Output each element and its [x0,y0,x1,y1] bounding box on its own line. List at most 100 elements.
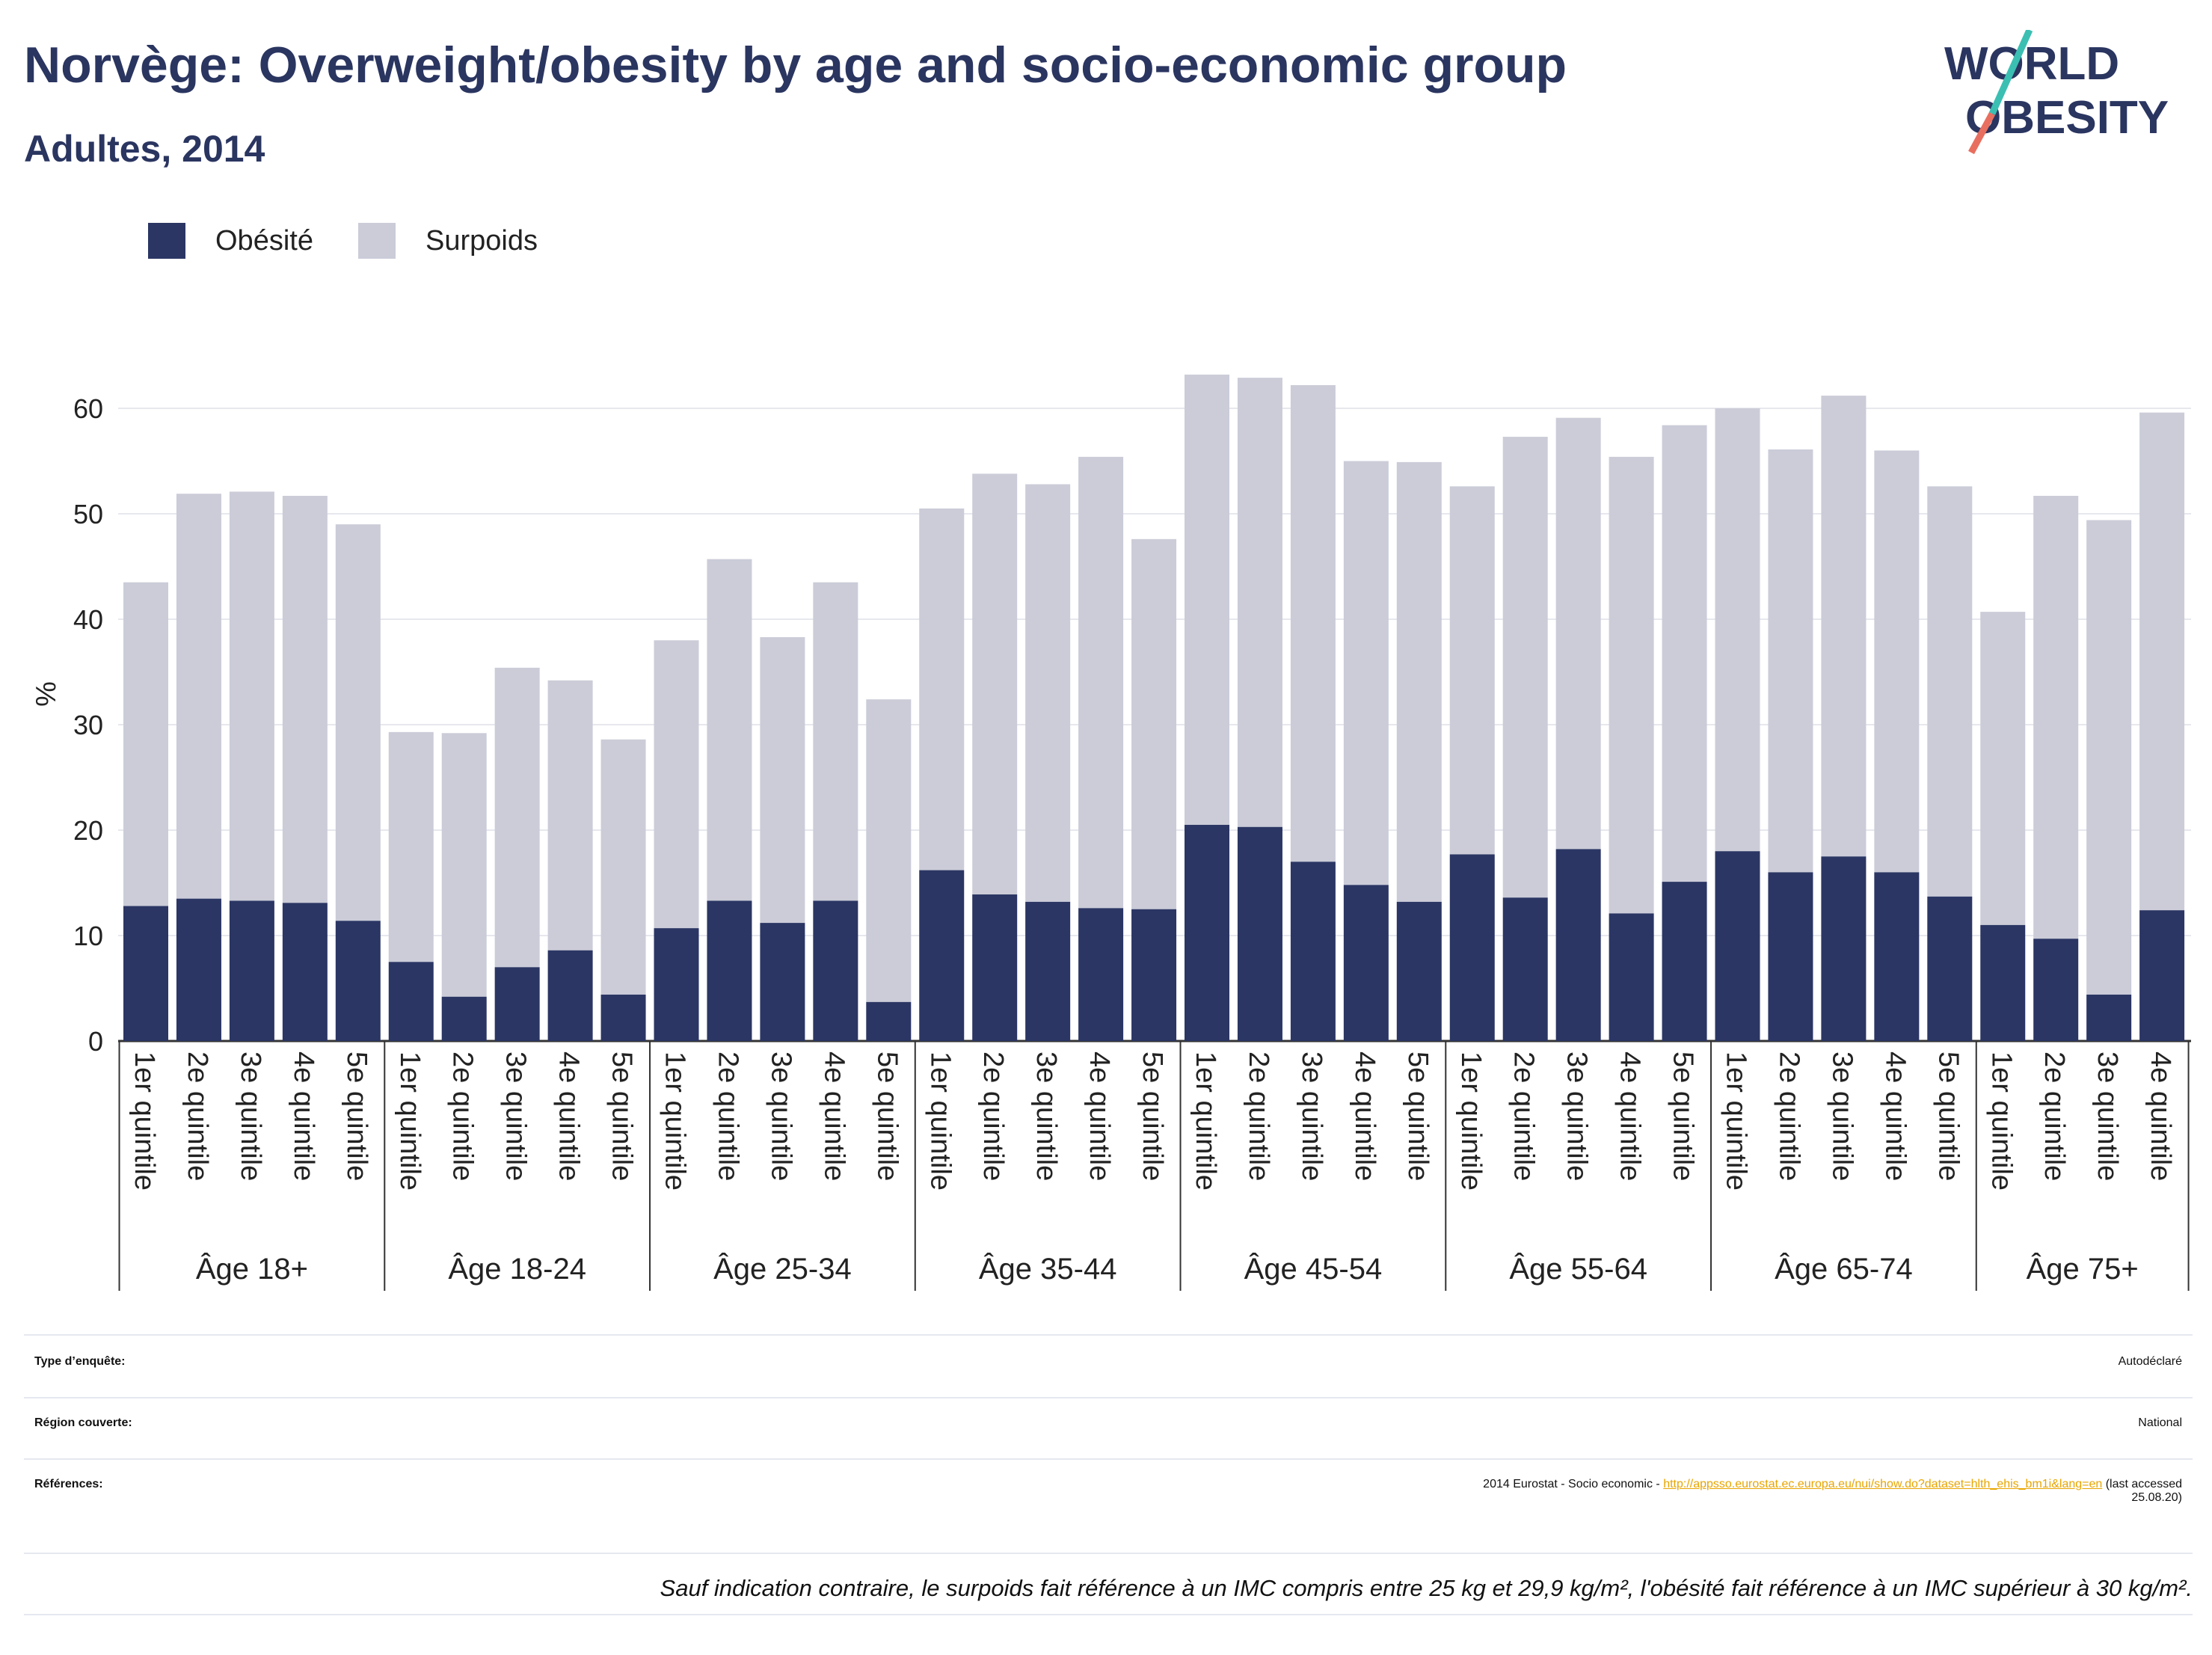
x-tick-label: 5e quintile [1932,1051,1964,1181]
bar-obesity [1131,909,1177,1041]
bar-obesity [654,928,699,1041]
legend-item-obesity: Obésité [148,223,313,259]
references-link[interactable]: http://appsso.eurostat.ec.europa.eu/nui/… [1663,1478,2103,1490]
x-tick-label: 2e quintile [1773,1051,1804,1181]
bar-obesity [813,900,858,1041]
bar-overweight [1131,538,1177,909]
survey-type-value: Autodéclaré [2118,1355,2182,1368]
x-tick-label: 4e quintile [2145,1051,2176,1181]
x-tick-label: 1er quintile [660,1051,691,1191]
survey-type-label: Type d’enquête: [34,1355,126,1368]
y-axis-label: % [31,681,62,707]
bar-obesity [707,900,752,1041]
x-tick-label: 5e quintile [871,1051,903,1181]
x-tick-label: 3e quintile [1030,1051,1062,1181]
bar-obesity [2033,939,2079,1041]
bar-overweight [2086,520,2132,995]
bar-obesity [388,962,434,1041]
bar-overweight [388,731,434,962]
bar-obesity [229,900,274,1041]
bar-overweight [2139,412,2185,911]
x-tick-label: 1er quintile [1190,1051,1221,1191]
x-tick-label: 5e quintile [341,1051,372,1181]
bar-overweight [494,667,540,968]
y-tick-label: 20 [73,815,103,846]
x-tick-label: 4e quintile [1879,1051,1911,1181]
y-tick-label: 0 [88,1026,103,1057]
x-tick-label: 2e quintile [1508,1051,1540,1181]
bar-overweight [654,640,699,929]
bar-obesity [760,923,805,1041]
x-tick-label: 4e quintile [818,1051,850,1181]
x-tick-label: 3e quintile [500,1051,532,1181]
x-tick-label: 4e quintile [1615,1051,1646,1181]
x-tick-label: 3e quintile [2092,1051,2123,1181]
references-date: 25.08.20) [2131,1491,2182,1504]
bar-obesity [1821,856,1867,1041]
divider [24,1458,2193,1460]
bar-obesity [1343,885,1389,1041]
x-group-label: Âge 35-44 [979,1252,1117,1286]
x-tick-label: 5e quintile [1668,1051,1699,1181]
bar-obesity [1555,849,1601,1041]
y-tick-label: 60 [73,393,103,424]
bar-overweight [1449,486,1495,855]
bar-overweight [1927,486,1973,897]
legend-label-obesity: Obésité [215,224,313,257]
divider [24,1397,2193,1398]
bar-obesity [176,898,221,1041]
bar-obesity [972,894,1018,1041]
bar-overweight [760,636,805,924]
page-title: Norvège: Overweight/obesity by age and s… [24,37,1567,93]
x-tick-label: 3e quintile [765,1051,796,1181]
x-group-label: Âge 18+ [196,1252,308,1286]
x-tick-label: 1er quintile [129,1051,160,1191]
bar-overweight [972,473,1018,895]
legend-item-overweight: Surpoids [357,223,538,259]
bar-obesity [1237,826,1282,1041]
x-group-label: Âge 25-34 [713,1252,852,1286]
bar-overweight [1078,456,1124,909]
x-tick-label: 4e quintile [1084,1051,1115,1181]
bar-obesity [1715,851,1760,1041]
bar-obesity [282,903,328,1041]
world-obesity-logo: WORLD OBESITY [1944,30,2169,155]
x-tick-label: 1er quintile [1455,1051,1487,1191]
bar-overweight [866,699,912,1002]
y-tick-label: 30 [73,710,103,740]
bar-overweight [547,680,593,951]
x-tick-label: 3e quintile [1826,1051,1858,1181]
bar-overweight [335,524,381,921]
region-label: Région couverte: [34,1416,132,1429]
x-tick-label: 1er quintile [924,1051,956,1191]
references-prefix: 2014 Eurostat - Socio economic - [1483,1478,1664,1490]
x-group-label: Âge 18-24 [448,1252,586,1286]
x-tick-label: 2e quintile [182,1051,213,1181]
x-tick-label: 4e quintile [553,1051,585,1181]
bar-overweight [1025,484,1071,902]
bar-obesity [547,950,593,1041]
bar-overweight [441,733,487,997]
bar-obesity [1396,901,1442,1041]
definition-note: Sauf indication contraire, le surpoids f… [660,1575,2193,1601]
bar-overweight [600,739,646,995]
x-tick-label: 2e quintile [2039,1051,2070,1181]
x-tick-label: 5e quintile [606,1051,638,1181]
bar-obesity [1502,897,1548,1041]
bar-overweight [229,491,274,901]
x-tick-label: 2e quintile [1243,1051,1274,1181]
bar-obesity [335,921,381,1041]
bar-obesity [866,1001,912,1041]
bar-overweight [176,494,221,899]
bar-overweight [1555,417,1601,850]
stacked-bar-chart: 0 10 20 30 40 50 60% 1er quintile 2e quintile 3e … [31,374,2191,1291]
bar-overweight [1874,450,1920,873]
x-group-label: Âge 55-64 [1509,1252,1647,1286]
x-tick-label: 2e quintile [447,1051,479,1181]
bar-obesity [1185,824,1229,1041]
page-subtitle: Adultes, 2014 [24,128,265,170]
bar-obesity [1662,882,1707,1041]
divider [24,1553,2193,1554]
divider [24,1614,2193,1615]
bar-overweight [1502,437,1548,898]
